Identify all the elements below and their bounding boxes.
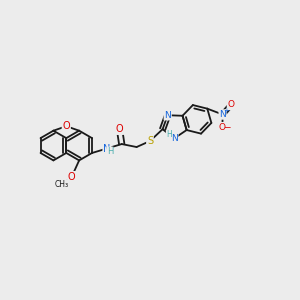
Text: O: O [219,123,226,132]
Text: H: H [107,147,113,156]
Text: N: N [219,110,226,119]
Text: O: O [68,172,76,182]
Text: O: O [62,121,70,131]
Text: H: H [166,130,172,139]
Text: O: O [227,100,235,109]
Text: N: N [171,134,178,143]
Text: +: + [223,108,229,114]
Text: S: S [147,136,153,146]
Text: N: N [103,143,111,154]
Text: −: − [223,122,230,131]
Text: CH₃: CH₃ [54,180,68,189]
Text: N: N [164,111,171,120]
Text: O: O [116,124,123,134]
